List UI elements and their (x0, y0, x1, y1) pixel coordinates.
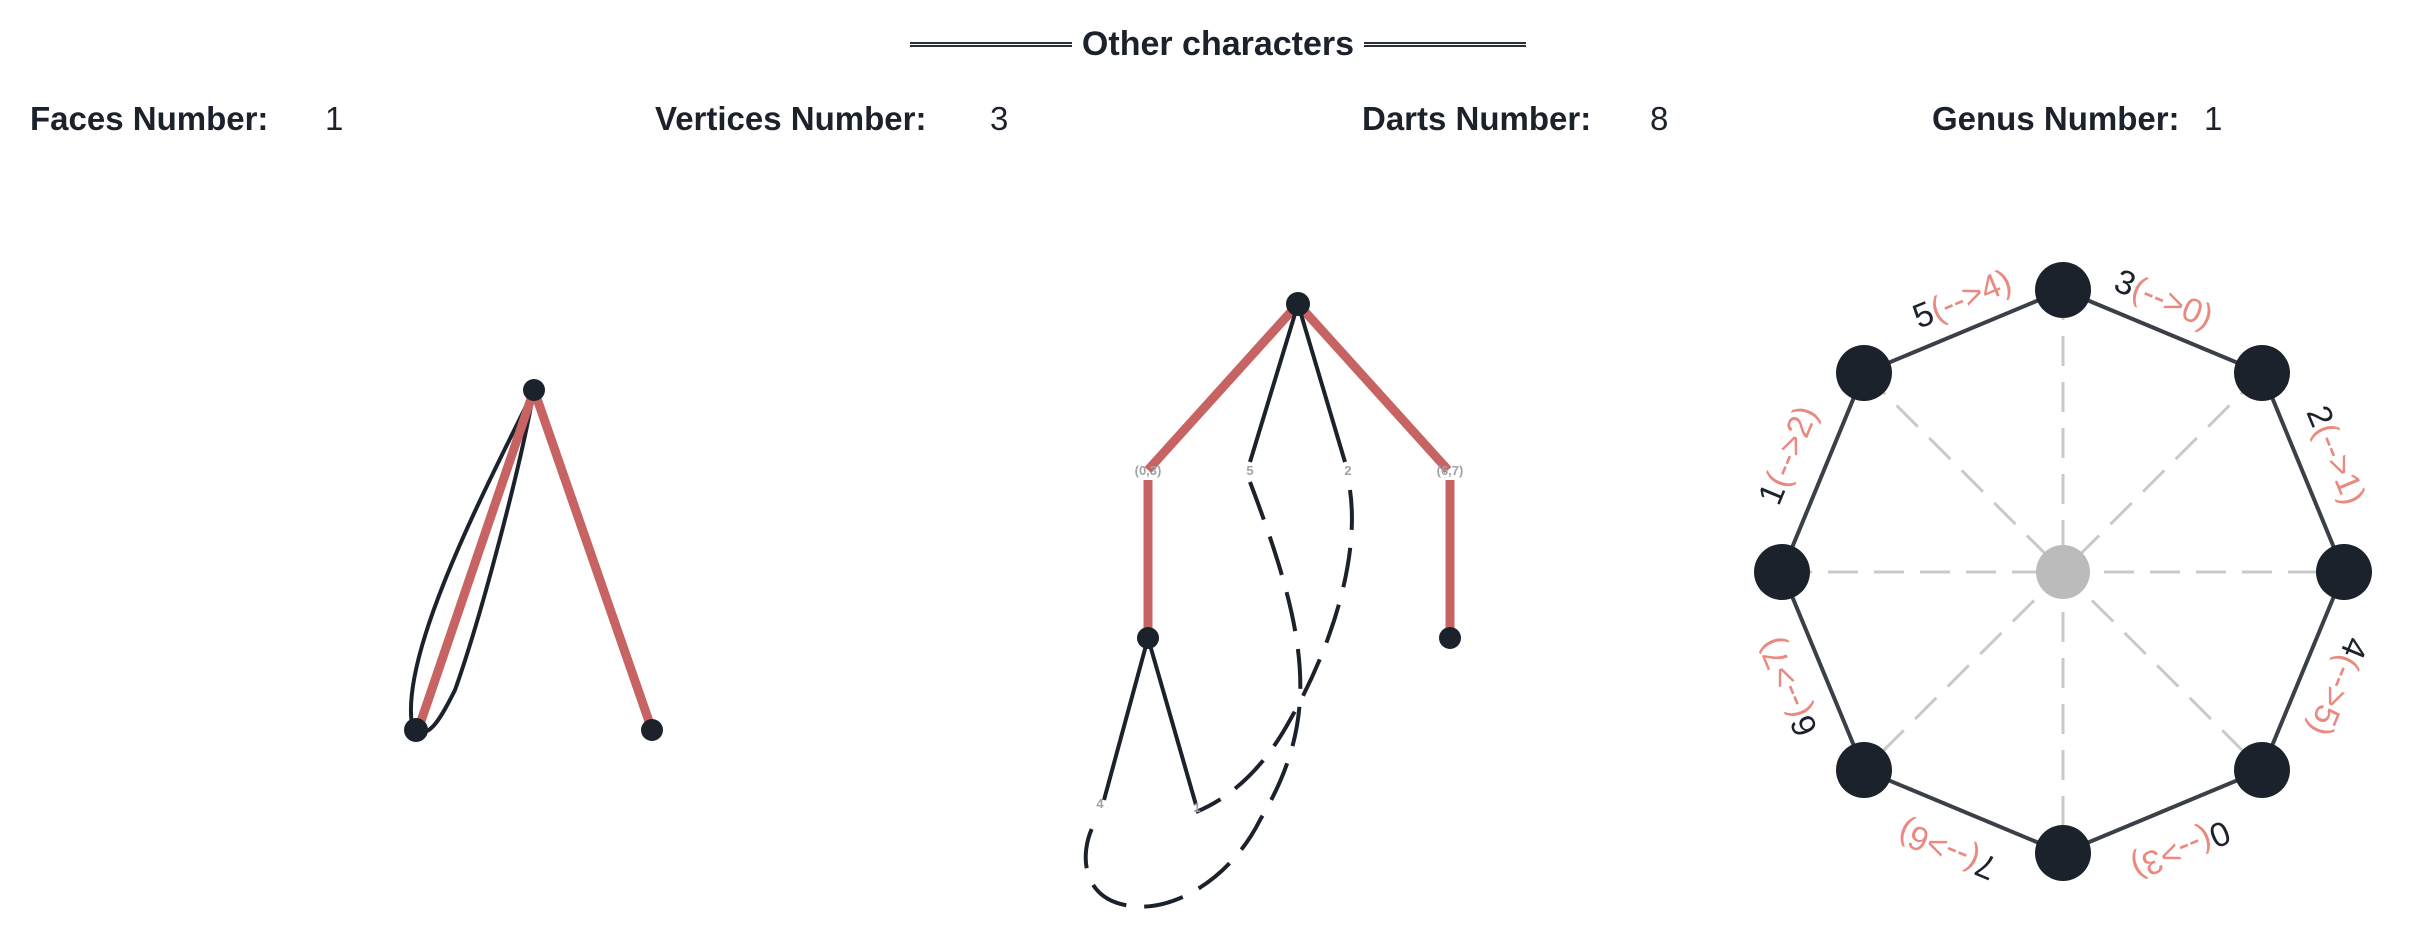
tree-label-left: (0,3) (1135, 463, 1162, 478)
map-loop-edge (408, 389, 536, 734)
tree-label-right: (6,7) (1437, 463, 1464, 478)
stat-faces-label: Faces Number: (30, 100, 269, 137)
tree-edge-low-left (1102, 637, 1150, 801)
side-label-3: 3(-->0) (2109, 262, 2219, 337)
stat-faces-value: 1 (325, 100, 344, 137)
side-label-0: 0(-->3) (2126, 813, 2236, 888)
stat-darts: Darts Number: 8 (1362, 96, 1668, 142)
map-vertex-left (404, 718, 428, 742)
side-label-7: 7(-->6) (1892, 813, 2002, 888)
tree-edge-low-right (1146, 637, 1198, 806)
tree-label-low-right: 1 (1193, 800, 1200, 815)
map-vertex-top (523, 379, 545, 401)
map-tree-edge-right (529, 388, 657, 732)
header-rule-left (909, 41, 1072, 47)
tree-vertex-left (1137, 627, 1159, 649)
stat-genus-value: 1 (2204, 100, 2223, 137)
stat-genus: Genus Number: 1 (1932, 96, 2222, 142)
tree-diagram: (0,3) 5 2 (6,7) 4 1 (1083, 292, 1464, 909)
stat-vertices-label: Vertices Number: (655, 100, 927, 137)
map-vertex-right (641, 719, 663, 741)
header-rule-right (1364, 41, 1527, 47)
tree-edge-mid-left (1248, 303, 1300, 463)
cotree-dashed-edge-b (1195, 489, 1354, 814)
stat-faces: Faces Number: 1 (30, 96, 343, 142)
section-title: Other characters (1081, 24, 1355, 63)
stat-vertices-value: 3 (990, 100, 1009, 137)
map-diagram (404, 379, 663, 742)
tree-label-low-left: 4 (1096, 796, 1104, 811)
tree-edge-right (1294, 300, 1452, 474)
side-label-5: 5(-->4) (1907, 262, 2017, 337)
tree-edge-left (1144, 300, 1302, 474)
stat-genus-label: Genus Number: (1932, 100, 2180, 137)
stat-darts-label: Darts Number: (1362, 100, 1592, 137)
map-tree-edge-left (413, 388, 539, 732)
section-header: Other characters (0, 22, 2436, 66)
tree-label-mid-right: 2 (1344, 463, 1351, 478)
tree-root-vertex (1286, 292, 1310, 316)
tree-edge-mid-right (1296, 303, 1347, 463)
stat-darts-value: 8 (1650, 100, 1669, 137)
cotree-dashed-edge-a (1083, 481, 1303, 909)
tree-label-mid-left: 5 (1246, 463, 1253, 478)
tree-vertex-right (1439, 627, 1461, 649)
polygon-center (2036, 545, 2090, 599)
polygon-diagram: 3(-->0) 2(-->1) 4(-->5) 0(-->3) 7(-->6) … (1751, 262, 2375, 887)
polygon-vertices (1754, 262, 2372, 881)
stat-vertices: Vertices Number: 3 (655, 96, 1008, 142)
